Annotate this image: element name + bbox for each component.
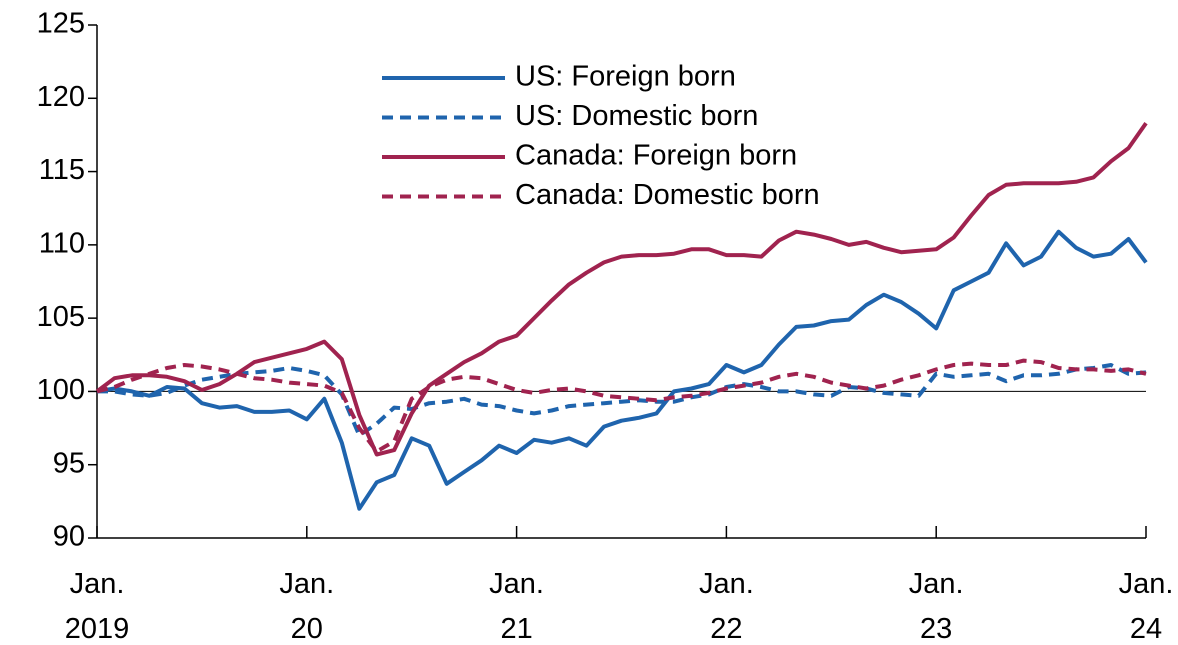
x-tick-label: Jan. 20	[279, 568, 335, 645]
data-line	[96, 358, 1147, 454]
legend-label: Canada: Domestic born	[515, 179, 820, 211]
x-tick-label: Jan. 2019	[64, 568, 130, 645]
x-tick-label: Jan. 21	[489, 568, 544, 645]
data-line	[96, 229, 1148, 511]
data-line	[95, 122, 1148, 457]
y-tick-label: 120	[37, 81, 85, 113]
y-tick-label: 90	[53, 521, 85, 553]
x-tick-label: Jan. 24	[1118, 568, 1174, 645]
legend-label: US: Foreign born	[515, 61, 736, 93]
y-tick-label: 115	[39, 154, 85, 186]
legend-label: Canada: Foreign born	[515, 140, 797, 172]
y-tick-label: 105	[37, 301, 85, 333]
y-tick-label: 100	[37, 374, 85, 406]
y-tick-label: 110	[39, 228, 85, 260]
x-tick-label: Jan. 23	[908, 568, 964, 645]
data-line	[97, 363, 1147, 438]
y-tick-label: 125	[37, 8, 85, 40]
y-tick-label: 95	[53, 447, 85, 479]
x-tick-label: Jan. 22	[698, 568, 754, 645]
legend-label: US: Domestic born	[515, 100, 758, 132]
